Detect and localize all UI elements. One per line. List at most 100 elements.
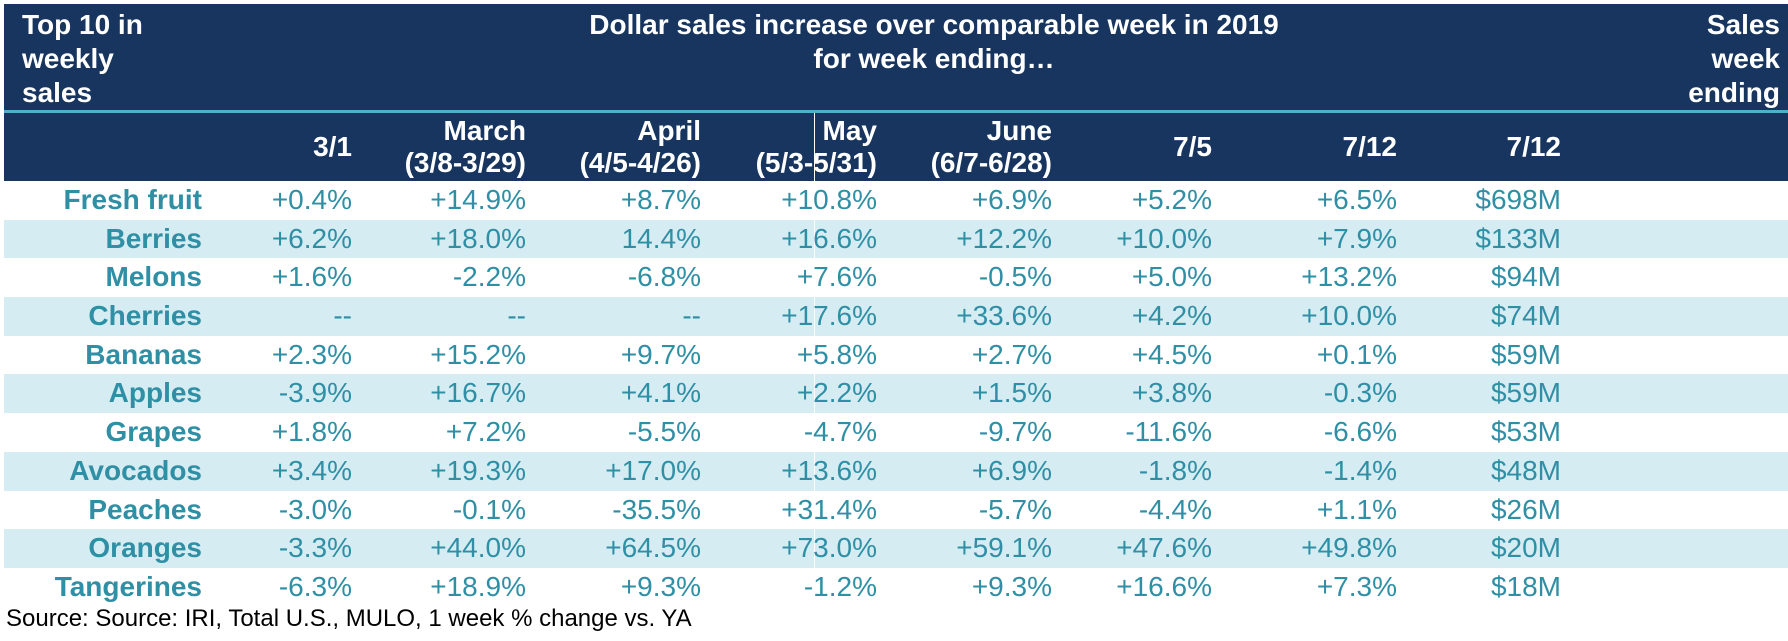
- table-row: Tangerines -6.3% +18.9% +9.3% -1.2% +9.3% +16.…: [4, 567, 1788, 607]
- table-cell: +5.8%: [796, 338, 877, 370]
- table-cell: -5.5%: [627, 416, 701, 448]
- table-cell: +1.8%: [271, 416, 352, 448]
- table-row: Bananas +2.3% +15.2% +9.7% +5.8% +2.7% +4.5% +0…: [4, 335, 1788, 375]
- row-label: Grapes: [105, 416, 203, 448]
- table-cell: -9.7%: [978, 416, 1052, 448]
- column-header-line: (6/7-6/28): [930, 147, 1052, 178]
- column-header: April (4/5-4/26): [541, 115, 701, 179]
- table-cell: +14.9%: [430, 184, 526, 215]
- column-divider: [814, 335, 815, 375]
- table-cell: +2.3%: [271, 338, 352, 370]
- table-cell: -0.1%: [452, 493, 526, 525]
- header-top-left-line: Top 10 in: [22, 9, 143, 40]
- table-cell: +7.6%: [796, 261, 877, 293]
- row-label: Oranges: [88, 532, 202, 564]
- table-cell: +17.0%: [605, 454, 701, 486]
- column-header-line: 7/5: [1173, 131, 1212, 162]
- table-cell: -2.2%: [452, 261, 526, 293]
- table-cell: -1.4%: [1323, 454, 1397, 486]
- table-cell: +4.5%: [1131, 338, 1212, 370]
- table-cell: -3.3%: [278, 532, 352, 564]
- table-cell: -3.9%: [278, 377, 352, 409]
- column-divider: [814, 374, 815, 414]
- table-cell: $53M: [1490, 416, 1561, 448]
- table-cell: $94M: [1490, 261, 1561, 293]
- table-cell: +6.9%: [971, 184, 1052, 215]
- fruit-sales-table: Top 10 in weekly sales Dollar sales incr…: [4, 4, 1788, 607]
- header-top-left: Top 10 in weekly sales: [22, 8, 222, 110]
- column-header-line: (3/8-3/29): [404, 147, 526, 178]
- table-cell: -0.5%: [978, 261, 1052, 293]
- table-cell: $74M: [1490, 300, 1561, 332]
- table-cell: -6.8%: [627, 261, 701, 293]
- column-header-line: March: [443, 115, 526, 146]
- table-cell: -6.6%: [1323, 416, 1397, 448]
- table-cell: +13.2%: [1301, 261, 1397, 293]
- table-cell: +1.5%: [971, 377, 1052, 409]
- table-cell: $698M: [1475, 184, 1561, 215]
- table-cell: -4.7%: [803, 416, 877, 448]
- row-label: Berries: [105, 222, 202, 254]
- column-header-line: May: [822, 115, 877, 146]
- table-cell: +13.6%: [781, 454, 877, 486]
- table-cell: +6.5%: [1316, 184, 1397, 215]
- column-header: March (3/8-3/29): [366, 115, 526, 179]
- column-divider: [814, 529, 815, 568]
- table-cell: -3.0%: [278, 493, 352, 525]
- table-cell: +10.0%: [1301, 300, 1397, 332]
- table-cell: +64.5%: [605, 532, 701, 564]
- table-cell: +17.6%: [781, 300, 877, 332]
- table-row: Apples -3.9% +16.7% +4.1% +2.2% +1.5% +3.8% -0.…: [4, 374, 1788, 414]
- table-row: Cherries -- -- -- +17.6% +33.6% +4.2% +10.0% $74…: [4, 297, 1788, 336]
- table-cell: +2.2%: [796, 377, 877, 409]
- table-cell: +49.8%: [1301, 532, 1397, 564]
- column-divider: [814, 181, 815, 220]
- table-cell: +5.2%: [1131, 184, 1212, 215]
- column-divider: [814, 451, 815, 491]
- table-cell: +0.1%: [1316, 338, 1397, 370]
- table-row: Grapes +1.8% +7.2% -5.5% -4.7% -9.7% -11.6% -6.…: [4, 413, 1788, 452]
- table-cell: $18M: [1490, 570, 1561, 602]
- table-cell: +44.0%: [430, 532, 526, 564]
- table-cell: +10.8%: [781, 184, 877, 215]
- table-cell: $26M: [1490, 493, 1561, 525]
- row-label: Fresh fruit: [63, 184, 202, 215]
- table-row: Oranges -3.3% +44.0% +64.5% +73.0% +59.1% +47.…: [4, 529, 1788, 568]
- table-cell: +8.7%: [620, 184, 701, 215]
- column-divider: [814, 413, 815, 452]
- table-cell: +3.4%: [271, 454, 352, 486]
- table-cell: -5.7%: [978, 493, 1052, 525]
- table-cell: +16.7%: [430, 377, 526, 409]
- table-cell: +16.6%: [1116, 570, 1212, 602]
- table-cell: +7.9%: [1316, 222, 1397, 254]
- column-header-line: April: [637, 115, 701, 146]
- table-cell: -4.4%: [1138, 493, 1212, 525]
- table-row: Melons +1.6% -2.2% -6.8% +7.6% -0.5% +5.0% +13.…: [4, 258, 1788, 298]
- table-cell: +9.3%: [971, 570, 1052, 602]
- row-label: Tangerines: [54, 570, 202, 602]
- table-cell: +0.4%: [271, 184, 352, 215]
- table-cell: -0.3%: [1323, 377, 1397, 409]
- table-cell: +12.2%: [956, 222, 1052, 254]
- table-cell: +7.2%: [445, 416, 526, 448]
- row-label: Cherries: [88, 300, 202, 332]
- header-center: Dollar sales increase over comparable we…: [434, 8, 1434, 76]
- table-cell: +2.7%: [971, 338, 1052, 370]
- column-header: 7/12: [1237, 131, 1398, 163]
- table-cell: -35.5%: [612, 493, 701, 525]
- table-cell: +18.9%: [430, 570, 526, 602]
- table-cell: +6.9%: [971, 454, 1052, 486]
- column-divider: [814, 490, 815, 530]
- table-cell: +9.3%: [620, 570, 701, 602]
- source-note: Source: Source: IRI, Total U.S., MULO, 1…: [6, 605, 692, 632]
- header-top-right-line: ending: [1688, 77, 1780, 108]
- header-top-right: Sales week ending: [1620, 8, 1780, 110]
- table-body: Fresh fruit +0.4% +14.9% +8.7% +10.8% +6.9% +5…: [4, 181, 1788, 607]
- table-cell: +18.0%: [430, 222, 526, 254]
- header-divider: [4, 110, 1788, 113]
- column-header-line: June: [986, 115, 1052, 146]
- table-cell: +9.7%: [620, 338, 701, 370]
- table-cell: +10.0%: [1116, 222, 1212, 254]
- table-cell: +33.6%: [956, 300, 1052, 332]
- table-cell: -1.2%: [803, 570, 877, 602]
